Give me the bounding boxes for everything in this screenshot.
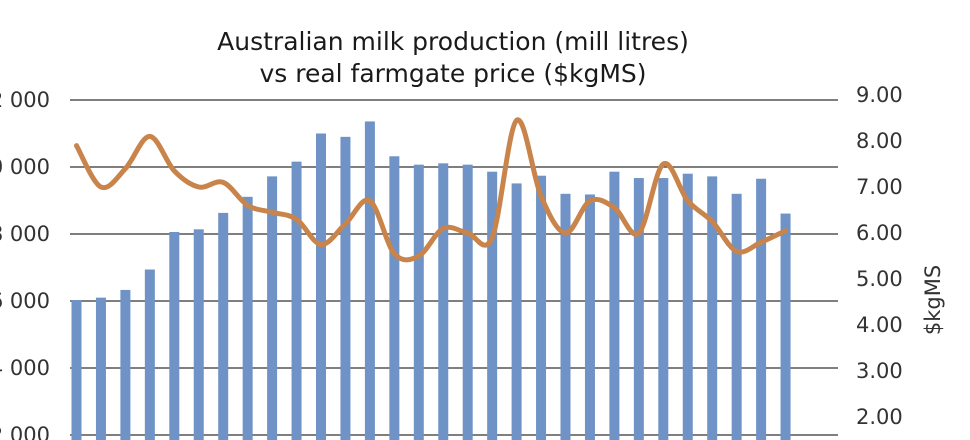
bar bbox=[413, 164, 424, 440]
bar bbox=[169, 231, 180, 440]
price-line bbox=[74, 117, 789, 263]
right-tick-label: 2.00 bbox=[856, 405, 903, 429]
bar bbox=[682, 173, 693, 440]
bar bbox=[780, 213, 791, 440]
chart-title-line-1: Australian milk production (mill litres) bbox=[217, 27, 689, 56]
bar bbox=[731, 193, 742, 440]
bar bbox=[511, 183, 522, 440]
bar bbox=[340, 136, 351, 440]
bar bbox=[242, 196, 253, 440]
price-line-series bbox=[74, 117, 789, 263]
bar bbox=[707, 176, 718, 440]
bar bbox=[658, 178, 669, 440]
bar bbox=[291, 161, 302, 440]
bar bbox=[95, 297, 106, 440]
bar bbox=[756, 178, 767, 440]
chart-title-line-2: vs real farmgate price ($kgMS) bbox=[259, 59, 646, 88]
left-tick-label: 6 000 bbox=[0, 289, 50, 313]
bar bbox=[120, 289, 131, 440]
bar bbox=[560, 193, 571, 440]
left-tick-label: 2 000 bbox=[0, 423, 50, 440]
right-tick-label: 3.00 bbox=[856, 359, 903, 383]
right-axis-label: $kgMS bbox=[921, 265, 945, 335]
bar bbox=[267, 176, 278, 440]
bar-series bbox=[71, 121, 791, 440]
bar bbox=[536, 175, 547, 440]
bar bbox=[389, 156, 400, 440]
bar bbox=[71, 299, 82, 440]
right-tick-label: 5.00 bbox=[856, 267, 903, 291]
right-axis-ticks: 9.00 8.00 7.00 6.00 5.00 4.00 3.00 2.00 bbox=[856, 83, 903, 429]
gridlines bbox=[70, 99, 838, 436]
left-tick-label: 8 000 bbox=[0, 222, 50, 246]
left-tick-label: 4 000 bbox=[0, 356, 50, 380]
left-tick-label: 0 000 bbox=[0, 155, 50, 179]
bar bbox=[316, 133, 326, 440]
bar bbox=[462, 164, 473, 440]
bar bbox=[144, 269, 155, 440]
bar bbox=[193, 229, 204, 440]
bar bbox=[633, 178, 644, 440]
right-tick-label: 6.00 bbox=[856, 221, 903, 245]
bar bbox=[609, 171, 620, 440]
bar bbox=[218, 212, 229, 440]
left-axis-ticks: 2 000 0 000 8 000 6 000 4 000 2 000 bbox=[0, 88, 50, 440]
bar bbox=[438, 163, 449, 440]
left-tick-label: 2 000 bbox=[0, 88, 50, 112]
right-tick-label: 4.00 bbox=[856, 313, 903, 337]
bar bbox=[487, 171, 498, 440]
bar bbox=[364, 121, 375, 440]
right-tick-label: 9.00 bbox=[856, 83, 903, 107]
right-tick-label: 7.00 bbox=[856, 175, 903, 199]
bar bbox=[584, 194, 595, 440]
right-tick-label: 8.00 bbox=[856, 129, 903, 153]
